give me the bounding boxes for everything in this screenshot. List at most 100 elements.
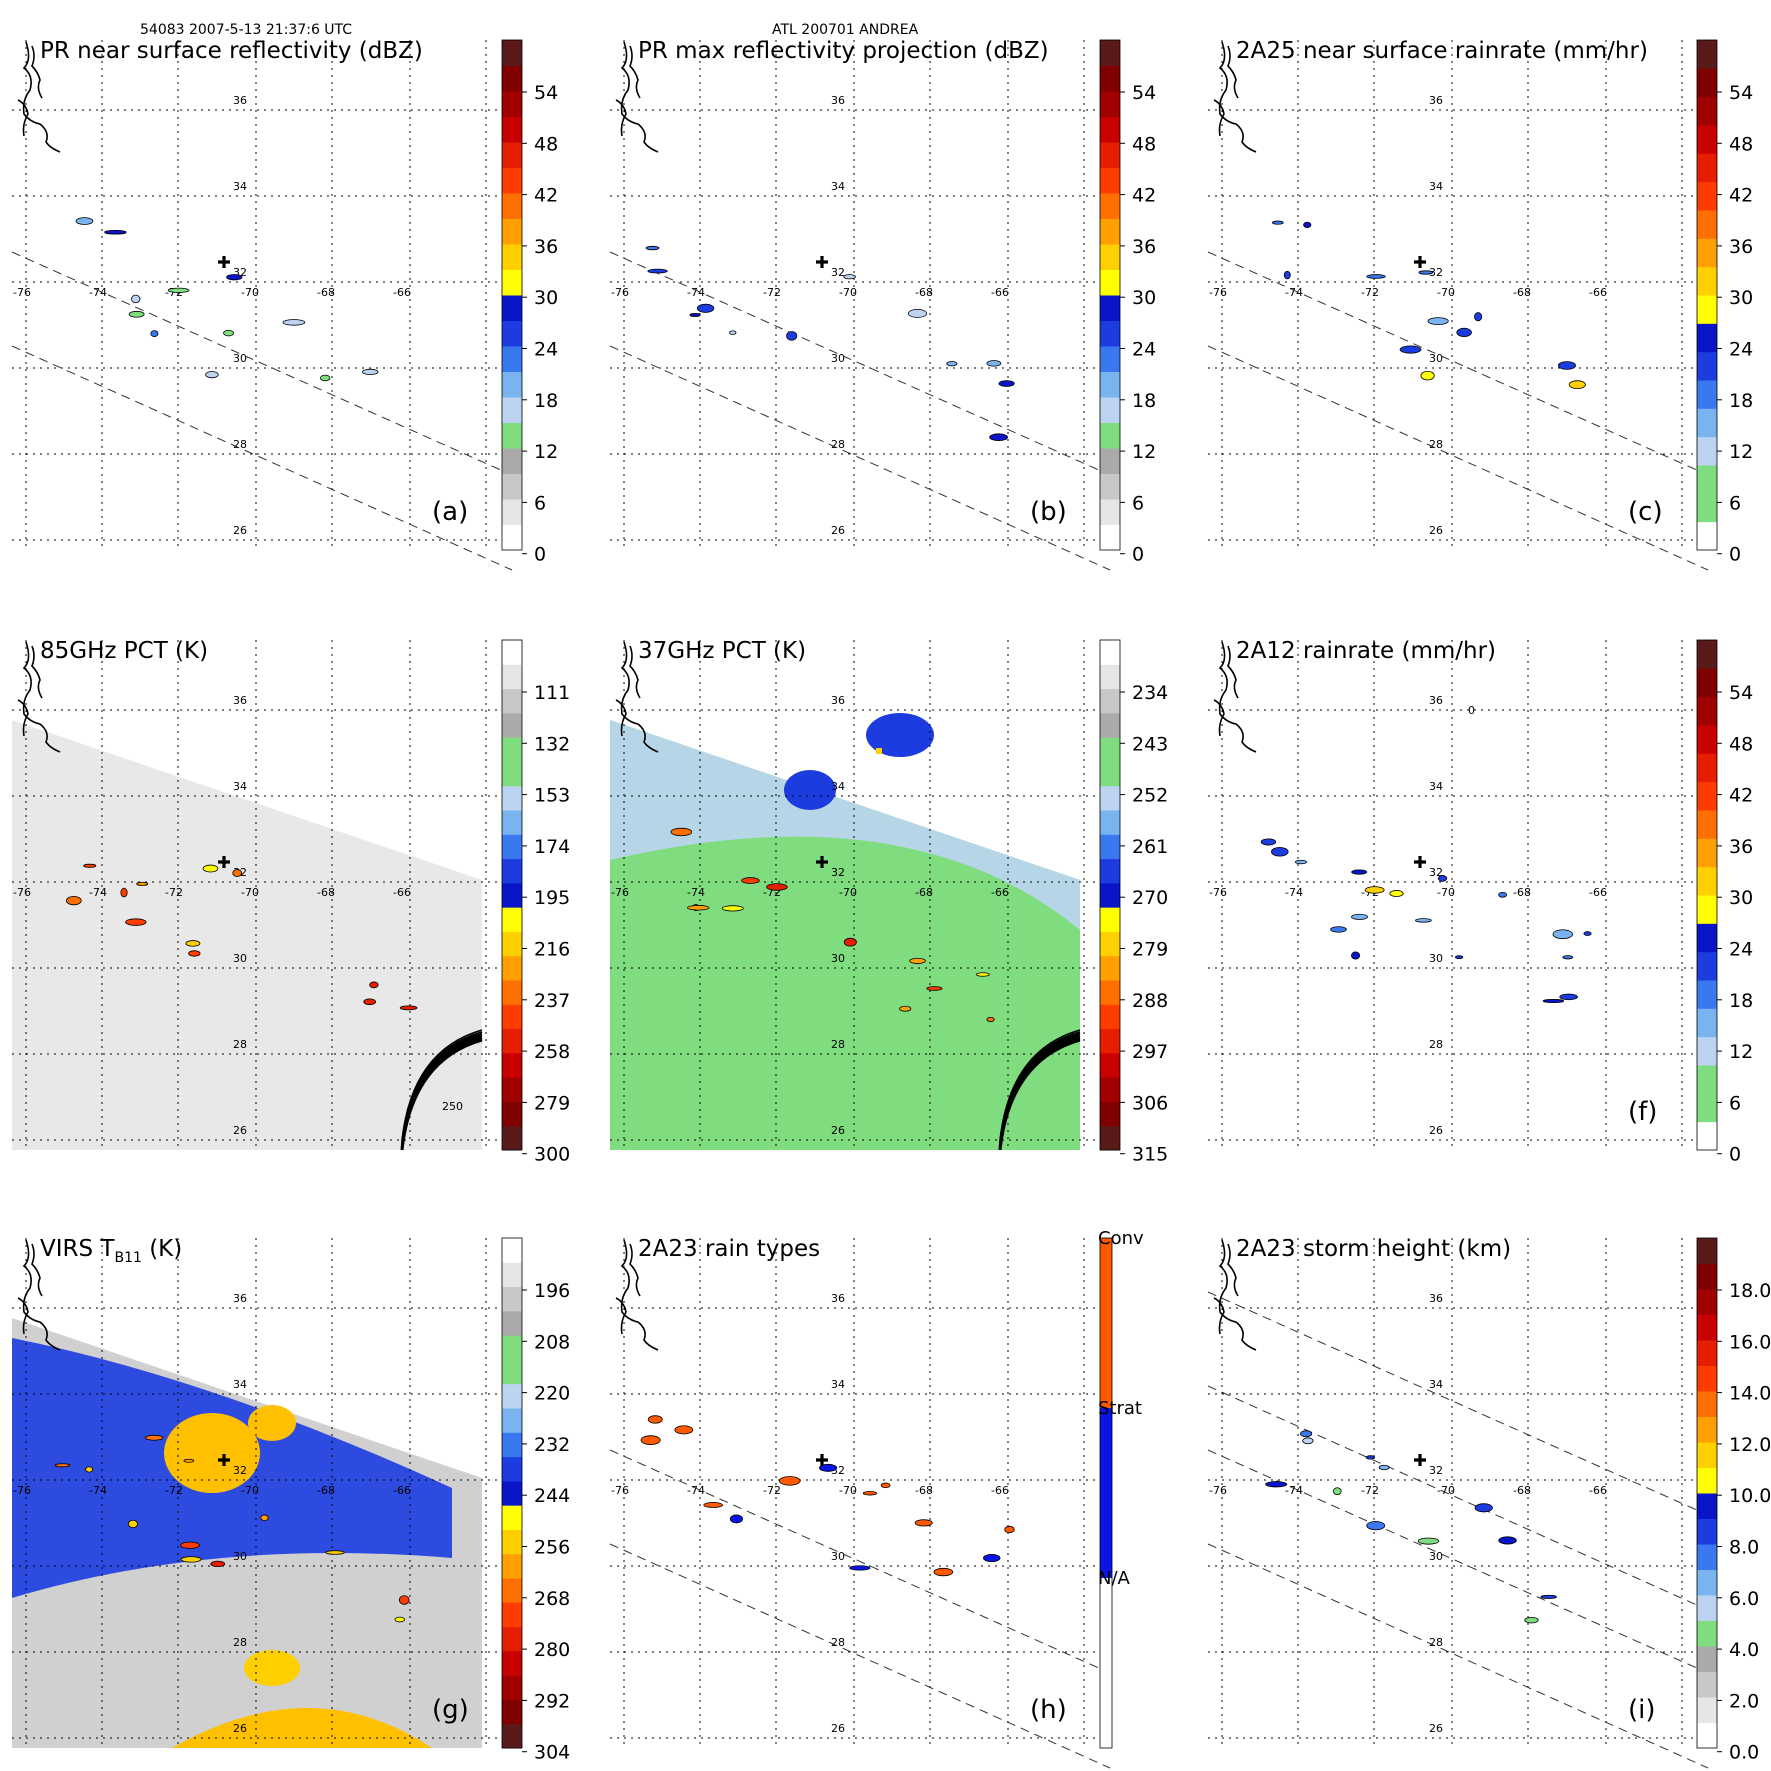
- colorbar-band: [1697, 1569, 1717, 1596]
- panel-title: 85GHz PCT (K): [40, 638, 208, 664]
- lon-label: -76: [611, 1484, 629, 1497]
- colorbar-band: [1100, 785, 1120, 811]
- colorbar-band: [502, 193, 522, 219]
- rain-cell: [1474, 1503, 1493, 1513]
- colorbar-tick-label: 36: [1729, 236, 1753, 258]
- rain-cell: [369, 981, 379, 989]
- lat-label: 28: [831, 438, 845, 451]
- lon-label: -76: [1209, 886, 1227, 899]
- colorbar-band: [1100, 218, 1120, 245]
- colorbar-tick-label: 244: [534, 1485, 570, 1507]
- swath-edge: [1207, 1543, 1709, 1769]
- colorbar-tick-label: 24: [534, 339, 558, 361]
- rain-cell: [1559, 993, 1578, 1001]
- colorbar-tick-label: 8.0: [1729, 1537, 1759, 1559]
- colorbar-band: [502, 1675, 522, 1700]
- colorbar-band: [502, 91, 522, 117]
- lat-label: 28: [233, 1636, 247, 1649]
- lon-label: -70: [1437, 1484, 1455, 1497]
- lon-label: -76: [13, 1484, 31, 1497]
- colorbar-band: [1697, 1365, 1717, 1392]
- colorbar-tick-label: 42: [1132, 185, 1156, 207]
- colorbar-band: [1100, 980, 1120, 1005]
- colorbar-band: [1697, 640, 1717, 669]
- lon-label: -68: [317, 286, 335, 299]
- lon-label: -70: [241, 1484, 259, 1497]
- colorbar-band: [502, 244, 522, 270]
- colorbar-tick-label: 14.0: [1729, 1383, 1771, 1405]
- lon-label: -68: [915, 886, 933, 899]
- colorbar-tick-label: 48: [1729, 133, 1753, 155]
- colorbar-tick-label: 132: [534, 733, 570, 755]
- colorbar-frame: [1696, 39, 1718, 551]
- colorbar-tick-label: 292: [534, 1690, 570, 1712]
- colorbar-band: [1697, 1697, 1717, 1723]
- panel-title: VIRS TB11 (K): [40, 1236, 182, 1266]
- colorbar-band: [1697, 295, 1717, 324]
- colorbar-tick-label: 36: [1132, 236, 1156, 258]
- rain-cell: [398, 1595, 410, 1605]
- colorbar-band: [502, 640, 522, 665]
- lat-label: 34: [1429, 180, 1443, 193]
- storm-header: ATL 200701 ANDREA: [772, 22, 919, 38]
- rain-cell: [1366, 274, 1386, 279]
- colorbar-band: [1697, 1093, 1717, 1123]
- lon-label: -74: [687, 1484, 705, 1497]
- colorbar-tick-label: 237: [534, 990, 570, 1012]
- colorbar-band: [1100, 397, 1120, 423]
- coastline: [1213, 1239, 1257, 1351]
- colorbar-band: [1100, 91, 1120, 117]
- colorbar-band: [502, 1505, 522, 1530]
- lon-label: -74: [1285, 1484, 1303, 1497]
- cloud-region: [244, 1650, 300, 1686]
- lon-label: -66: [393, 1484, 411, 1497]
- rain-cell: [260, 1514, 269, 1522]
- colorbar-tick-label: 0: [534, 544, 546, 566]
- colorbar-tick-label: 252: [1132, 785, 1168, 807]
- colorbar-band: [1697, 238, 1717, 268]
- swath-edge: [11, 251, 513, 476]
- colorbar-tick-label: 6: [1729, 492, 1741, 514]
- colorbar-band: [1697, 40, 1717, 69]
- colorbar-band: [1100, 346, 1120, 372]
- colorbar-band: [1100, 640, 1120, 665]
- colorbar-frame: [1696, 1237, 1718, 1749]
- colorbar-tick-label: 42: [1729, 185, 1753, 207]
- colorbar-tick-label: 6: [1132, 492, 1144, 514]
- rain-cell: [914, 1519, 933, 1527]
- rain-cell: [946, 361, 958, 367]
- colorbar-band: [502, 1335, 522, 1360]
- lat-label: 26: [831, 524, 845, 537]
- rain-cell: [689, 312, 701, 317]
- lat-label: 30: [831, 352, 845, 365]
- lon-label: -66: [991, 886, 1009, 899]
- panel-title: 2A12 rainrate (mm/hr): [1236, 638, 1496, 664]
- rain-cell: [394, 1616, 405, 1623]
- rain-cell: [1456, 327, 1472, 338]
- orbit-header: 54083 2007-5-13 21:37:6 UTC: [140, 22, 353, 38]
- colorbar-tick-label: 30: [1132, 287, 1156, 309]
- rain-cell: [1260, 838, 1277, 846]
- colorbar-band: [502, 1238, 522, 1263]
- rain-cell: [645, 245, 660, 251]
- colorbar-tick-label: 279: [534, 1092, 570, 1114]
- category-label: Strat: [1098, 1398, 1142, 1419]
- colorbar-band: [502, 1456, 522, 1482]
- panel-title: PR max reflectivity projection (dBZ): [638, 38, 1049, 64]
- colorbar-tick-label: 0.0: [1729, 1742, 1759, 1764]
- rain-cell: [1300, 1430, 1313, 1438]
- lon-label: -76: [1209, 1484, 1227, 1497]
- scan-arc: [999, 1029, 1081, 1141]
- lon-label: -74: [1285, 886, 1303, 899]
- rain-cell: [1294, 859, 1307, 865]
- swath-edge: [609, 1543, 1111, 1769]
- lat-label: 32: [233, 1464, 247, 1477]
- rain-cell: [1498, 891, 1507, 898]
- panel-b: 36 34 32 30 28 26 -76 -74 -72 -70 -68 -66 PR max ref…: [609, 38, 1156, 571]
- lat-label: 36: [1429, 94, 1443, 107]
- colorbar-frame: [1099, 639, 1121, 1151]
- storm-center-marker: [218, 856, 230, 868]
- colorbar-band: [1100, 1052, 1120, 1078]
- rain-cell: [1351, 951, 1361, 960]
